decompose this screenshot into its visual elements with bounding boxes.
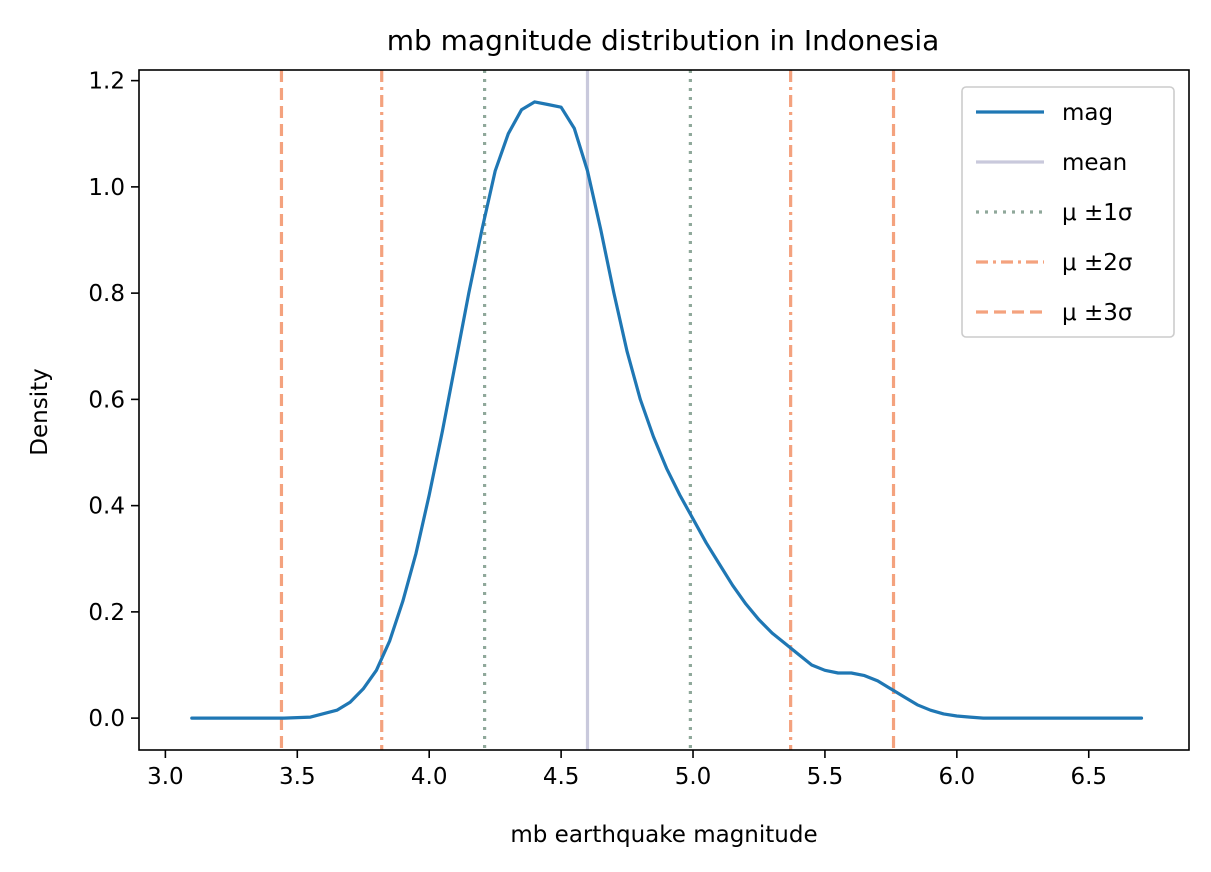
- y-tick-label: 1.2: [88, 69, 125, 95]
- series-layer: [190, 100, 1144, 720]
- x-axis-title: mb earthquake magnitude: [510, 822, 817, 848]
- axes-frame: [138, 69, 1190, 751]
- y-tick-label: 0.2: [88, 600, 125, 626]
- legend-label: mean: [1062, 150, 1127, 176]
- legend-label: mag: [1062, 100, 1113, 126]
- legend-label: μ ±3σ: [1062, 300, 1132, 326]
- x-tick-label: 3.5: [279, 764, 316, 790]
- y-tick-label: 0.6: [88, 387, 125, 413]
- y-tick-label: 0.0: [88, 706, 125, 732]
- y-tick-label: 0.8: [88, 281, 125, 307]
- x-tick-label: 4.0: [411, 764, 448, 790]
- x-tick-label: 6.5: [1070, 764, 1107, 790]
- x-axis: 3.0 3.5 4.0 4.5 5.0 5.5 6.0 6.5: [147, 750, 1107, 790]
- y-axis-title: Density: [27, 368, 53, 455]
- chart-title: mb magnitude distribution in Indonesia: [387, 24, 940, 57]
- legend-label: μ ±1σ: [1062, 200, 1132, 226]
- y-tick-label: 1.0: [88, 175, 125, 201]
- legend-label: μ ±2σ: [1062, 250, 1132, 276]
- x-tick-label: 3.0: [147, 764, 184, 790]
- x-tick-label: 4.5: [543, 764, 580, 790]
- y-axis: 0.0 0.2 0.4 0.6 0.8 1.0 1.2: [88, 69, 139, 732]
- series-mag-line: [190, 100, 1144, 720]
- x-tick-label: 5.0: [675, 764, 712, 790]
- x-tick-label: 6.0: [939, 764, 976, 790]
- y-tick-label: 0.4: [88, 494, 125, 520]
- legend-box: [961, 86, 1175, 338]
- reference-lines: [279, 70, 896, 750]
- x-tick-label: 5.5: [807, 764, 844, 790]
- legend: mag mean μ ±1σ μ ±2σ μ ±3σ: [961, 86, 1175, 338]
